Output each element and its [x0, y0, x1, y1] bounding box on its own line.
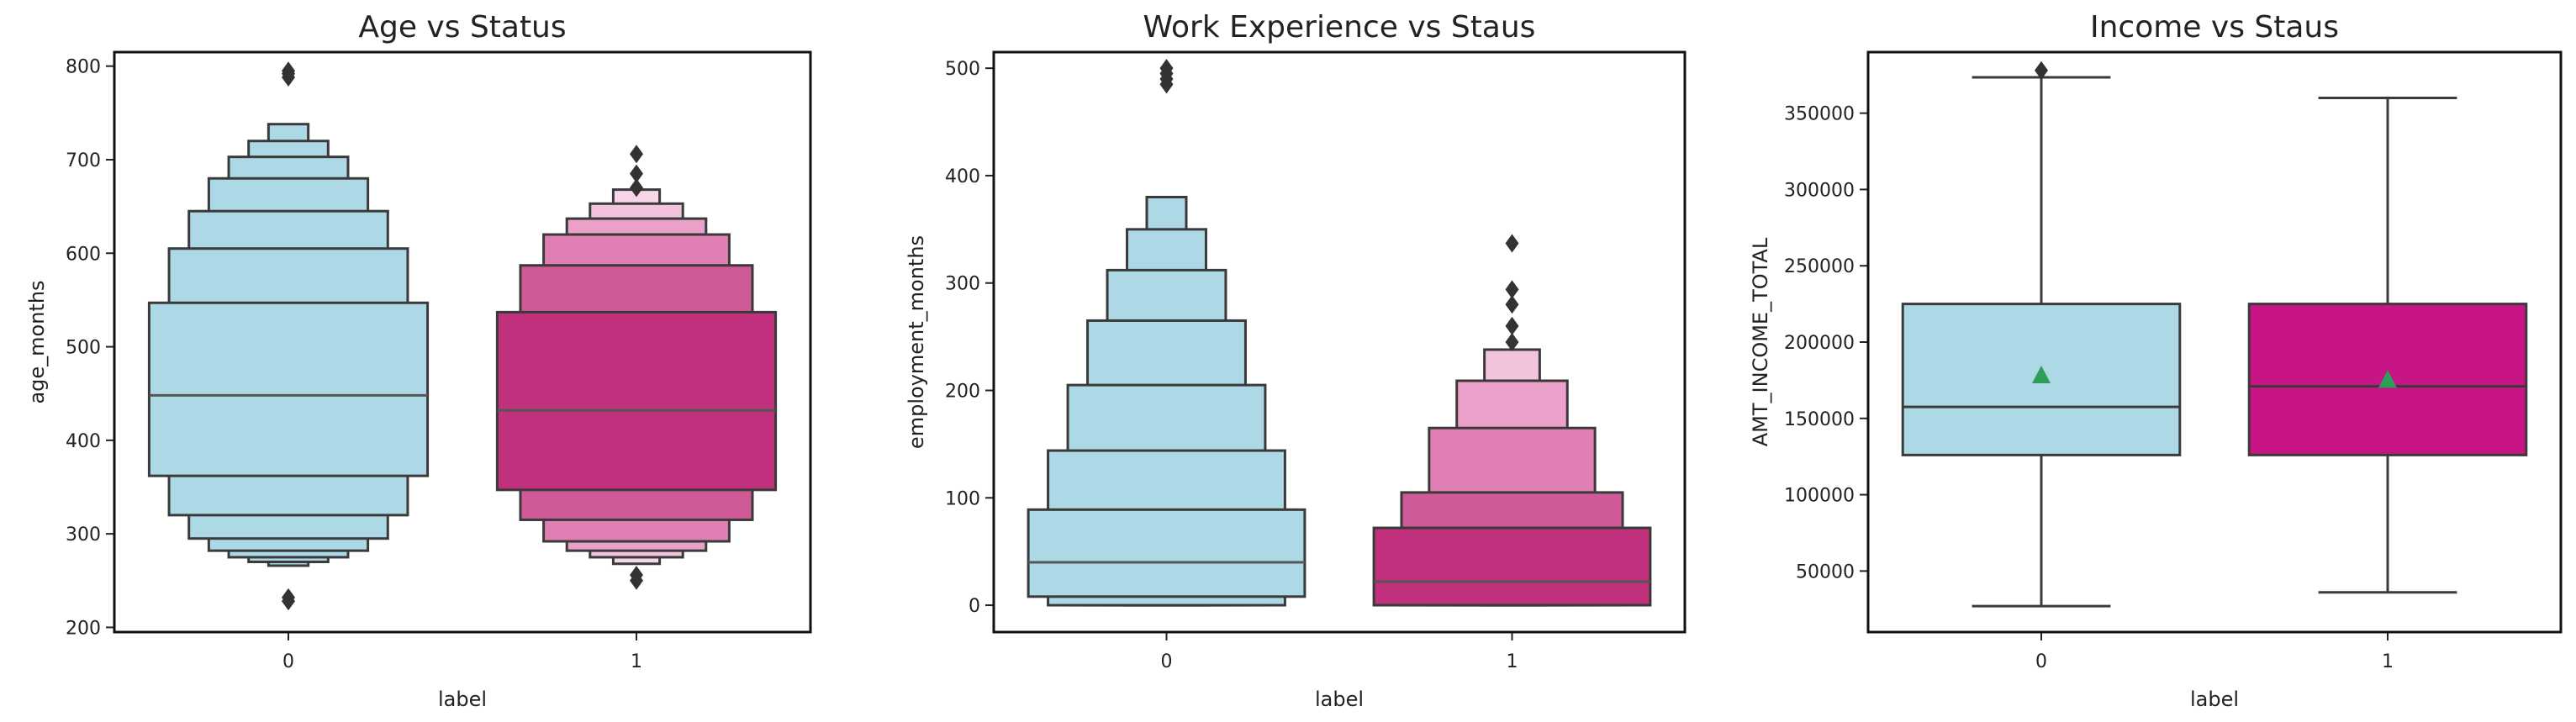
- outlier-point: [282, 68, 295, 87]
- y-tick-label: 400: [945, 166, 980, 187]
- chart-3: Income vs Staus 50000 100000 150000 200000 25…: [1749, 10, 2563, 711]
- y-tick-label: 200: [945, 382, 980, 403]
- y-tick-label: 150000: [1784, 409, 1855, 430]
- mean-marker: [2378, 370, 2397, 388]
- x-tick-label: 0: [2035, 651, 2047, 672]
- y-tick-label: 100000: [1784, 486, 1855, 507]
- y-axis-label: age_months: [25, 280, 49, 403]
- outlier-point: [630, 164, 643, 183]
- x-tick-label: 0: [282, 651, 294, 672]
- letter-value-box: [147, 301, 430, 477]
- series-0: [147, 61, 430, 611]
- y-tick-label: 600: [66, 244, 101, 265]
- outlier-point: [2035, 61, 2048, 80]
- y-tick-label: 700: [66, 150, 101, 171]
- y-tick-label: 800: [66, 57, 101, 78]
- letter-value-box: [1027, 508, 1306, 598]
- x-tick-label: 0: [1161, 651, 1173, 672]
- y-tick-label: 350000: [1784, 104, 1855, 125]
- chart-2: Work Experience vs Staus 0 100 200 300 400 500…: [905, 10, 1687, 711]
- x-tick-label: 1: [1507, 651, 1518, 672]
- y-tick-label: 50000: [1796, 561, 1855, 582]
- chart-title: Age vs Status: [358, 10, 566, 45]
- letter-value-box: [495, 310, 778, 492]
- mean-marker: [2032, 365, 2051, 383]
- y-tick-label: 500: [945, 59, 980, 80]
- chart-1: Age vs Status 200 300 400 500 600 700 800 0 1 labe…: [25, 10, 812, 711]
- series-1: [1372, 234, 1652, 607]
- outlier-point: [630, 145, 643, 164]
- outlier-point: [630, 178, 643, 198]
- y-axis-label: AMT_INCOME_TOTAL: [1749, 237, 1772, 446]
- y-tick-label: 200: [66, 618, 101, 639]
- plot-frame: [113, 50, 812, 634]
- chart-title: Work Experience vs Staus: [1143, 10, 1536, 45]
- outlier-point: [1505, 333, 1519, 351]
- x-axis-label: label: [1315, 688, 1364, 711]
- y-tick-label: 300: [945, 274, 980, 295]
- y-tick-label: 100: [945, 488, 980, 509]
- y-tick-label: 400: [66, 431, 101, 452]
- y-axis-label: employment_months: [905, 235, 928, 449]
- y-tick-label: 200000: [1784, 333, 1855, 354]
- outlier-point: [1505, 295, 1519, 314]
- plot-frame: [992, 50, 1687, 634]
- outlier-point: [1159, 59, 1174, 78]
- x-tick-label: 1: [2382, 651, 2394, 672]
- y-tick-label: 300: [66, 524, 101, 545]
- outlier-point: [1505, 234, 1519, 253]
- series-0: [1901, 61, 2182, 608]
- outlier-point: [1505, 280, 1519, 299]
- series-1: [495, 145, 778, 590]
- y-tick-label: 250000: [1784, 256, 1855, 277]
- plot-frame: [1866, 50, 2563, 634]
- y-tick-label: 0: [969, 596, 980, 617]
- x-axis-label: label: [438, 688, 487, 711]
- outlier-point: [282, 592, 295, 611]
- letter-value-box: [1372, 526, 1652, 607]
- x-axis-label: label: [2190, 688, 2239, 711]
- outlier-point: [630, 571, 643, 590]
- series-0: [1027, 59, 1306, 607]
- x-tick-label: 1: [631, 651, 642, 672]
- y-tick-label: 500: [66, 338, 101, 359]
- chart-title: Income vs Staus: [2090, 10, 2339, 45]
- y-tick-label: 300000: [1784, 180, 1855, 201]
- series-1: [2247, 96, 2528, 594]
- outlier-point: [1505, 316, 1519, 335]
- iqr-box: [2247, 303, 2528, 456]
